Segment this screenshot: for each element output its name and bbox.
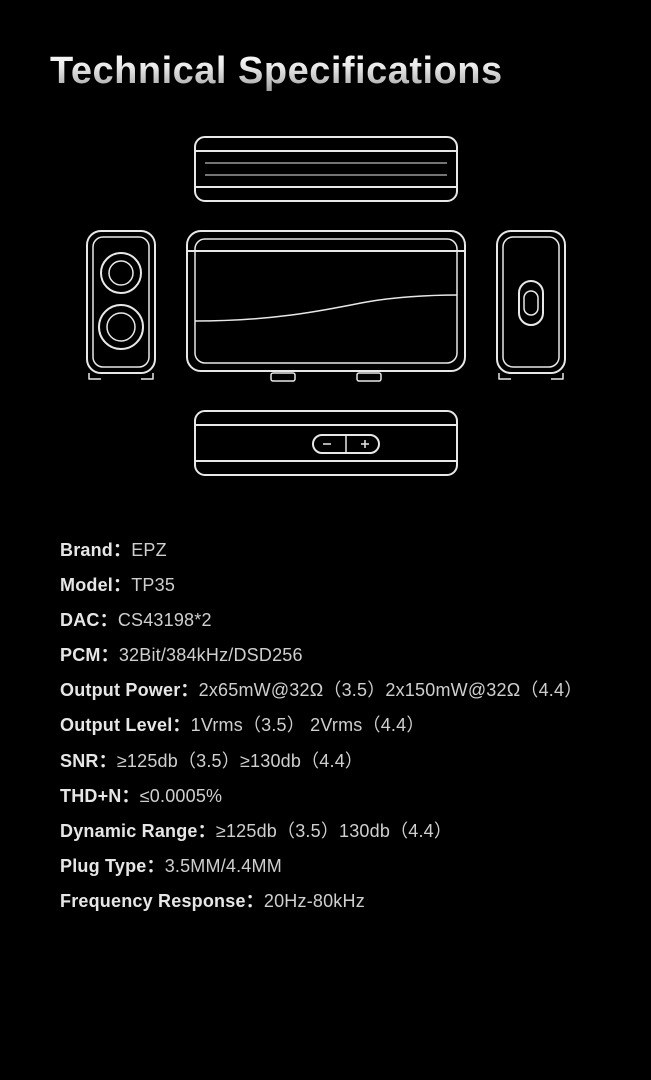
spec-row: Frequency Response：20Hz-80kHz bbox=[60, 884, 601, 919]
spec-label: PCM bbox=[60, 645, 101, 665]
spec-label: Model bbox=[60, 575, 113, 595]
diagram-bottom-view bbox=[191, 405, 461, 483]
diagram-top-view bbox=[191, 133, 461, 205]
spec-separator: ： bbox=[172, 715, 190, 735]
spec-value: 20Hz-80kHz bbox=[264, 891, 365, 911]
spec-row: Output Power：2x65mW@32Ω（3.5）2x150mW@32Ω（… bbox=[60, 673, 601, 708]
diagram-right-end bbox=[491, 225, 571, 385]
spec-value: 32Bit/384kHz/DSD256 bbox=[119, 645, 303, 665]
page-title: Technical Specifications bbox=[50, 50, 601, 93]
spec-value: CS43198*2 bbox=[118, 610, 212, 630]
spec-row: DAC：CS43198*2 bbox=[60, 603, 601, 638]
spec-row: Model：TP35 bbox=[60, 568, 601, 603]
spec-label: Dynamic Range bbox=[60, 821, 198, 841]
spec-separator: ： bbox=[113, 575, 131, 595]
diagram-front-view bbox=[181, 225, 471, 385]
spec-separator: ： bbox=[246, 891, 264, 911]
spec-value: ≤0.0005% bbox=[140, 786, 223, 806]
spec-value: 2x65mW@32Ω（3.5）2x150mW@32Ω（4.4） bbox=[199, 680, 583, 700]
spec-separator: ： bbox=[101, 645, 119, 665]
spec-value: TP35 bbox=[131, 575, 175, 595]
product-diagrams bbox=[50, 133, 601, 483]
spec-value: 3.5MM/4.4MM bbox=[165, 856, 282, 876]
spec-separator: ： bbox=[146, 856, 164, 876]
spec-label: Output Level bbox=[60, 715, 172, 735]
spec-value: EPZ bbox=[131, 540, 167, 560]
spec-row: Output Level：1Vrms（3.5） 2Vrms（4.4） bbox=[60, 708, 601, 743]
spec-row: SNR：≥125db（3.5）≥130db（4.4） bbox=[60, 744, 601, 779]
spec-separator: ： bbox=[99, 751, 117, 771]
spec-label: THD+N bbox=[60, 786, 122, 806]
diagram-left-end bbox=[81, 225, 161, 385]
spec-separator: ： bbox=[113, 540, 131, 560]
spec-value: ≥125db（3.5）≥130db（4.4） bbox=[117, 751, 363, 771]
spec-separator: ： bbox=[122, 786, 140, 806]
spec-row: Dynamic Range：≥125db（3.5）130db（4.4） bbox=[60, 814, 601, 849]
spec-label: Frequency Response bbox=[60, 891, 246, 911]
spec-label: Plug Type bbox=[60, 856, 146, 876]
spec-label: Brand bbox=[60, 540, 113, 560]
diagram-row-middle bbox=[50, 225, 601, 385]
page-container: Technical Specifications bbox=[0, 0, 651, 1080]
spec-label: SNR bbox=[60, 751, 99, 771]
spec-row: THD+N：≤0.0005% bbox=[60, 779, 601, 814]
spec-value: 1Vrms（3.5） 2Vrms（4.4） bbox=[191, 715, 425, 735]
diagram-row-bottom bbox=[50, 405, 601, 483]
spec-separator: ： bbox=[180, 680, 198, 700]
spec-label: Output Power bbox=[60, 680, 180, 700]
diagram-row-top bbox=[50, 133, 601, 205]
spec-separator: ： bbox=[198, 821, 216, 841]
spec-row: Plug Type：3.5MM/4.4MM bbox=[60, 849, 601, 884]
spec-label: DAC bbox=[60, 610, 100, 630]
spec-row: PCM：32Bit/384kHz/DSD256 bbox=[60, 638, 601, 673]
spec-value: ≥125db（3.5）130db（4.4） bbox=[216, 821, 452, 841]
spec-row: Brand：EPZ bbox=[60, 533, 601, 568]
spec-separator: ： bbox=[100, 610, 118, 630]
spec-list: Brand：EPZModel：TP35DAC：CS43198*2PCM：32Bi… bbox=[50, 533, 601, 919]
